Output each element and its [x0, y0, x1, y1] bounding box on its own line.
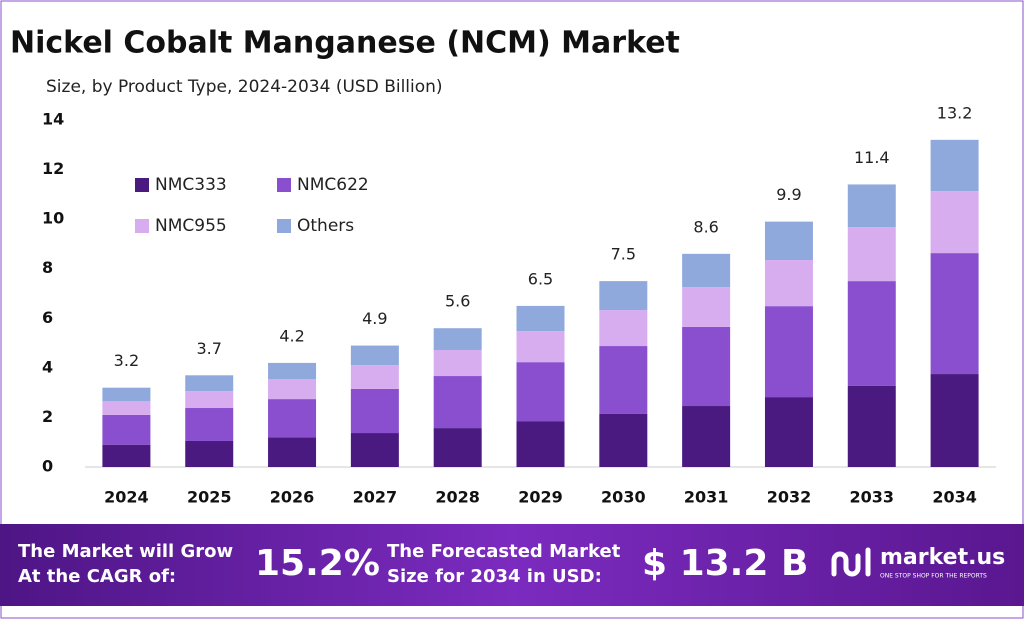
bar-segment	[516, 305, 565, 332]
bar-segment	[764, 221, 813, 261]
total-label: 5.6	[445, 292, 470, 311]
footer-text: Size for 2034 in USD:	[387, 566, 602, 587]
total-label: 3.7	[197, 339, 222, 358]
bar-segment	[682, 326, 731, 407]
bar-segment	[102, 401, 151, 415]
bar-segment	[185, 408, 234, 441]
forecast-value: $ 13.2 B	[642, 543, 808, 584]
bar-segment	[433, 428, 482, 467]
y-tick-label: 14	[42, 110, 64, 129]
bar-segment	[930, 191, 979, 254]
footer-text: The Market will Grow	[18, 541, 233, 562]
bar-segment	[102, 444, 151, 467]
x-tick-label: 2025	[187, 488, 232, 507]
cagr-value: 15.2%	[255, 543, 380, 584]
legend-swatch	[135, 178, 149, 192]
bar-segment	[847, 227, 896, 282]
legend-swatch	[277, 178, 291, 192]
y-tick-label: 6	[42, 308, 53, 327]
bar-segment	[268, 437, 317, 467]
chart-title: Nickel Cobalt Manganese (NCM) Market	[10, 26, 680, 61]
x-tick-label: 2031	[684, 488, 729, 507]
bar-segment	[764, 397, 813, 467]
legend-label: Others	[297, 216, 354, 236]
tagline: ONE STOP SHOP FOR THE REPORTS	[880, 573, 987, 580]
total-label: 9.9	[776, 185, 801, 204]
bar-segment	[847, 184, 896, 228]
total-label: 7.5	[611, 245, 636, 264]
total-label: 3.2	[114, 351, 139, 370]
bar-segment	[764, 306, 813, 398]
y-tick-label: 0	[42, 457, 53, 476]
bar-segment	[268, 362, 317, 380]
x-tick-label: 2029	[518, 488, 563, 507]
bar-segment	[268, 379, 317, 400]
y-tick-label: 2	[42, 407, 53, 426]
x-tick-label: 2032	[767, 488, 812, 507]
x-tick-label: 2026	[270, 488, 315, 507]
total-label: 4.9	[362, 309, 387, 328]
bar-segment	[682, 406, 731, 467]
bar-segment	[682, 253, 731, 288]
bar-segment	[185, 391, 234, 409]
legend-swatch	[277, 219, 291, 233]
bar-segment	[268, 399, 317, 438]
bar-segment	[930, 374, 979, 467]
legend-label: NMC955	[155, 216, 227, 236]
bar-segment	[599, 413, 648, 467]
bar-segment	[350, 433, 399, 467]
bar-segment	[516, 421, 565, 467]
bar-segment	[185, 440, 234, 467]
bar-segment	[350, 388, 399, 434]
bar-segment	[599, 281, 648, 311]
bar-segment	[516, 362, 565, 422]
bar-segment	[930, 139, 979, 192]
y-tick-label: 4	[42, 357, 53, 376]
total-label: 6.5	[528, 269, 553, 288]
bar-segment	[102, 414, 151, 445]
bar-segment	[350, 345, 399, 366]
logo-icon	[831, 547, 871, 577]
bar-segment	[185, 375, 234, 392]
total-label: 8.6	[693, 217, 718, 236]
bar-segment	[682, 287, 731, 327]
total-label: 11.4	[854, 148, 890, 167]
legend-label: NMC333	[155, 175, 227, 195]
footer-band	[0, 524, 1024, 606]
bar-segment	[764, 260, 813, 307]
x-tick-label: 2028	[435, 488, 480, 507]
footer-text: At the CAGR of:	[18, 566, 176, 587]
bar-segment	[102, 387, 151, 402]
x-tick-label: 2034	[932, 488, 977, 507]
y-tick-label: 10	[42, 209, 64, 228]
bar-segment	[433, 376, 482, 429]
x-tick-label: 2033	[850, 488, 895, 507]
total-label: 13.2	[937, 103, 973, 122]
bar-segment	[599, 310, 648, 347]
x-tick-label: 2030	[601, 488, 646, 507]
brand: market.us	[880, 545, 1005, 570]
bar-segment	[847, 281, 896, 386]
y-tick-label: 12	[42, 159, 64, 178]
total-label: 4.2	[279, 326, 304, 345]
footer-text: The Forecasted Market	[387, 541, 621, 562]
bar-segment	[350, 365, 399, 389]
bar-segment	[599, 346, 648, 414]
legend-label: NMC622	[297, 175, 369, 195]
bar-segment	[930, 253, 979, 375]
bar-segment	[433, 328, 482, 351]
y-tick-label: 8	[42, 258, 53, 277]
x-tick-label: 2024	[104, 488, 149, 507]
chart-subtitle: Size, by Product Type, 2024-2034 (USD Bi…	[46, 77, 443, 97]
bar-segment	[516, 331, 565, 363]
legend-swatch	[135, 219, 149, 233]
bar-segment	[433, 350, 482, 377]
bar-segment	[847, 385, 896, 467]
x-tick-label: 2027	[353, 488, 398, 507]
